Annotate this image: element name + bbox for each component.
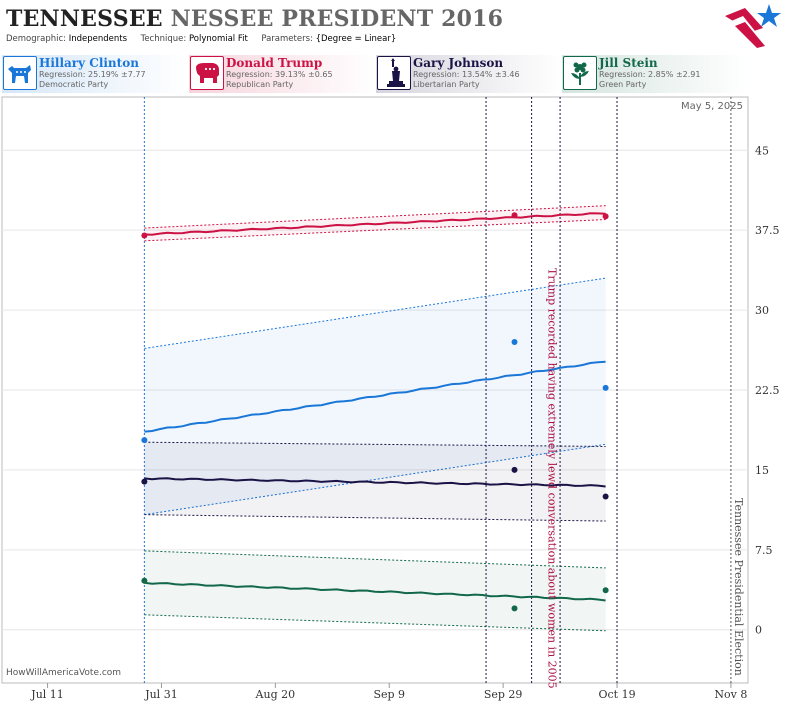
x-tick-label: Nov 8 (714, 688, 747, 701)
poll-point (602, 213, 609, 220)
legend-item-johnson[interactable]: Gary Johnson Regression: 13.54% ±3.46 Li… (376, 55, 562, 93)
y-tick-label: 37.5 (755, 224, 780, 237)
candidate-party: Republican Party (226, 80, 294, 89)
x-tick-label: Sep 9 (373, 688, 405, 701)
candidate-name: Donald Trump (226, 56, 323, 70)
poll-point (141, 577, 148, 584)
band-lower-line (144, 443, 606, 516)
poll-point (602, 384, 609, 391)
demographic-value: Independents (68, 34, 128, 44)
candidate-name: Hillary Clinton (39, 56, 139, 70)
x-tick-label: Sep 29 (484, 688, 523, 701)
band-upper-line (144, 205, 606, 229)
band-lower-line (144, 614, 606, 632)
regression-line (144, 360, 606, 433)
chart-parameters: Demographic: Independents Technique: Pol… (6, 34, 396, 44)
x-tick-label: Jul 31 (144, 688, 178, 701)
poll-point (602, 493, 609, 500)
flower-icon (563, 56, 597, 90)
legend-item-stein[interactable]: Jill Stein Regression: 2.85% ±2.91 Green… (562, 55, 748, 93)
poll-point (511, 339, 518, 346)
candidate-party: Green Party (599, 80, 647, 89)
parameters-value: {Degree = Linear} (315, 34, 397, 44)
site-watermark: HowWillAmericaVote.com (6, 668, 122, 678)
candidate-regression: Regression: 25.19% ±7.77 (39, 70, 146, 79)
band-lower-line (144, 219, 606, 242)
poll-point (511, 605, 518, 612)
candidate-regression: Regression: 13.54% ±3.46 (413, 70, 520, 79)
regression-line (144, 212, 606, 236)
legend-item-trump[interactable]: Donald Trump Regression: 39.13% ±0.65 Re… (189, 55, 375, 93)
poll-point (602, 587, 609, 594)
event-annotation: Trump recorded having extremely lewd con… (546, 268, 559, 689)
technique-label: Technique: (140, 34, 187, 44)
parameters-label: Parameters: (261, 34, 313, 44)
event-annotation: Tennessee Presidential Election (732, 498, 745, 676)
candidate-name: Gary Johnson (413, 56, 504, 70)
site-logo-icon (725, 4, 781, 48)
current-date: May 5, 2025 (680, 101, 743, 112)
x-axis: Jul 11 Jul 31 Aug 20 Sep 9 Sep 29 Oct 19 Nov 8 (30, 683, 747, 701)
confidence-bands (144, 205, 606, 632)
annotations: Trump recorded having extremely lewd con… (546, 268, 745, 689)
poll-points (141, 212, 609, 612)
y-tick-label: 0 (755, 624, 762, 637)
legend-item-clinton[interactable]: Hillary Clinton Regression: 25.19% ±7.77… (2, 55, 188, 93)
band-upper-line (144, 277, 606, 349)
candidate-party: Libertarian Party (413, 80, 480, 89)
donkey-icon (3, 56, 37, 90)
poll-point (141, 232, 148, 239)
poll-point (141, 478, 148, 485)
regression-line (144, 477, 606, 488)
gridlines (2, 149, 748, 631)
candidate-regression: Regression: 2.85% ±2.91 (599, 70, 701, 79)
poll-point (141, 437, 148, 444)
band-upper-line (144, 550, 606, 569)
y-tick-label: 45 (755, 144, 769, 157)
chart-header: TENNESSEE NESSEE PRESIDENT 2016 Demograp… (0, 0, 789, 52)
y-tick-label: 15 (755, 464, 769, 477)
technique-value: Polynomial Fit (188, 34, 248, 44)
band-lower-line (144, 514, 606, 522)
poll-point (511, 466, 518, 473)
x-tick-label: Jul 11 (30, 688, 64, 701)
x-tick-label: Aug 20 (255, 688, 296, 701)
candidate-name: Jill Stein (599, 56, 658, 70)
demographic-label: Demographic: (6, 34, 67, 44)
y-tick-label: 30 (755, 304, 769, 317)
y-axis: 0 7.5 15 22.5 30 37.5 45 (755, 144, 780, 636)
title-subtitle: NESSEE PRESIDENT 2016 (170, 6, 504, 32)
x-tick-label: Oct 19 (598, 688, 635, 701)
y-tick-label: 7.5 (755, 544, 773, 557)
poll-point (511, 212, 518, 219)
chart-title: TENNESSEE NESSEE PRESIDENT 2016 (6, 6, 503, 32)
event-lines (143, 97, 732, 683)
regression-lines (144, 212, 606, 602)
liberty-statue-icon (377, 56, 411, 90)
elephant-icon (190, 56, 224, 90)
regression-line (144, 581, 606, 602)
candidate-party: Democratic Party (39, 80, 109, 89)
title-state: TENNESSEE (6, 6, 163, 32)
y-tick-label: 22.5 (755, 384, 780, 397)
candidate-regression: Regression: 39.13% ±0.65 (226, 70, 333, 79)
band-upper-line (144, 441, 606, 447)
